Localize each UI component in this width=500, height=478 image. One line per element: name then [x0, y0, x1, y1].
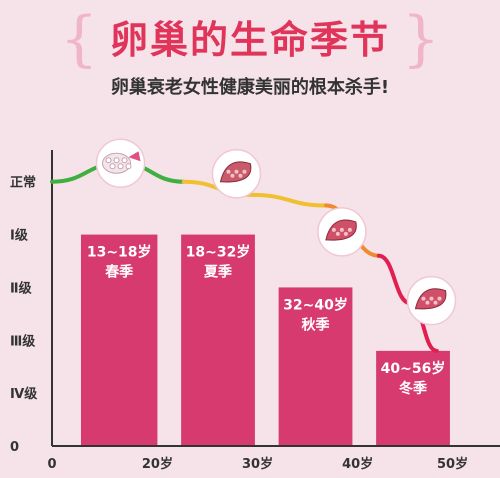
bar-0 [80, 234, 158, 446]
winter-ovary-illustration [406, 275, 457, 326]
x-tick-label-1: 20岁 [142, 456, 173, 472]
bar-season-label-2: 秋季 [302, 316, 330, 333]
page-title: 卵巢的生命季节 [109, 18, 390, 62]
left-brace-decoration: { [60, 4, 99, 74]
bar-1 [181, 234, 255, 446]
bar-age-label-3: 40~56岁 [381, 360, 446, 377]
bar-season-label-3: 冬季 [399, 380, 427, 397]
summer-ovary-illustration [211, 149, 262, 199]
y-tick-label-2: Ⅱ级 [10, 280, 33, 296]
ovary-health-curve-segment-5 [376, 253, 413, 306]
autumn-ovary-illustration [317, 207, 367, 257]
x-tick-label-3: 40岁 [342, 456, 373, 472]
x-tick-label-4: 50岁 [437, 456, 468, 472]
y-tick-label-3: Ⅲ级 [10, 333, 36, 349]
x-tick-label-2: 30岁 [242, 456, 273, 472]
bar-age-label-1: 18~32岁 [186, 244, 251, 261]
bar-age-label-2: 32~40岁 [283, 296, 348, 313]
healthy-ovary-illustration [95, 138, 146, 188]
bar-season-label-1: 夏季 [204, 264, 232, 281]
x-tick-label-0: 0 [47, 457, 56, 472]
y-tick-label-1: Ⅰ级 [10, 228, 29, 244]
bar-age-label-0: 13~18岁 [87, 244, 152, 261]
y-tick-label-5: 0 [10, 440, 19, 455]
y-tick-label-0: 正常 [10, 175, 36, 191]
bar-season-label-0: 春季 [104, 264, 133, 281]
ovary-health-curve-segment-3 [250, 192, 329, 208]
bar-2 [278, 287, 353, 446]
page-subtitle: 卵巢衰老女性健康美丽的根本杀手! [110, 77, 390, 98]
bar-3 [376, 350, 450, 446]
right-brace-decoration: } [401, 4, 440, 74]
y-tick-label-4: Ⅳ级 [10, 386, 38, 402]
